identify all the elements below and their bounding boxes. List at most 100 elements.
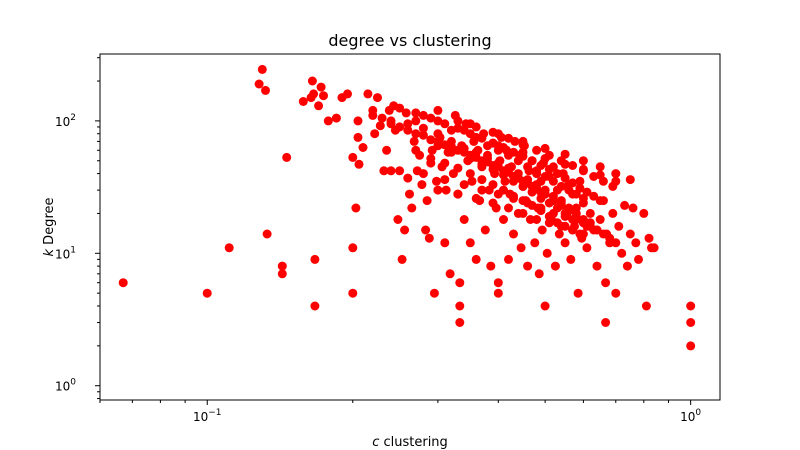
data-point	[373, 93, 382, 103]
data-point	[411, 116, 421, 126]
data-points	[118, 64, 696, 351]
data-point	[453, 189, 463, 199]
data-point	[348, 288, 358, 298]
data-point	[504, 133, 513, 143]
data-point	[459, 215, 469, 224]
data-point	[277, 261, 287, 271]
data-point	[224, 243, 234, 253]
data-point	[518, 147, 528, 157]
y-axis-ticks: 100 101 102	[55, 57, 100, 400]
data-point	[493, 162, 503, 172]
data-point	[568, 225, 578, 235]
data-point	[445, 269, 455, 279]
data-point	[433, 129, 443, 139]
data-point	[540, 301, 550, 311]
data-point	[418, 169, 428, 179]
data-point	[368, 110, 378, 120]
data-point	[608, 208, 618, 218]
data-point	[582, 243, 592, 253]
data-point	[202, 288, 212, 298]
data-point	[277, 269, 287, 279]
data-point	[625, 229, 635, 239]
data-point	[537, 225, 547, 235]
data-point	[331, 113, 341, 123]
data-point	[518, 208, 528, 218]
data-point	[348, 243, 358, 253]
data-point	[622, 261, 632, 271]
data-point	[400, 225, 410, 235]
data-point	[363, 89, 373, 99]
data-point	[379, 166, 389, 176]
data-point	[465, 119, 475, 129]
data-point	[634, 254, 643, 264]
data-point	[395, 166, 405, 176]
data-point	[440, 238, 450, 248]
data-point	[411, 145, 421, 155]
data-point	[644, 233, 654, 243]
data-point	[649, 243, 659, 253]
data-point	[477, 133, 487, 143]
data-point	[409, 136, 419, 146]
data-point	[453, 123, 463, 133]
data-point	[573, 288, 583, 298]
data-point	[611, 169, 621, 179]
data-point	[323, 116, 333, 126]
data-point	[262, 229, 272, 239]
data-point	[631, 238, 641, 248]
data-point	[639, 208, 649, 218]
data-point	[486, 261, 496, 271]
data-point	[426, 113, 436, 123]
data-point	[548, 176, 558, 186]
x-axis-label-rest: clustering	[379, 435, 447, 450]
data-point	[307, 76, 317, 86]
data-point	[310, 254, 320, 264]
data-point	[493, 141, 503, 151]
y-axis-label-var: k	[42, 248, 57, 256]
data-point	[578, 229, 588, 239]
data-point	[592, 261, 602, 271]
data-point	[417, 180, 427, 190]
data-point	[554, 229, 564, 239]
x-axis-ticks: 10−1 100	[99, 400, 701, 424]
data-point	[488, 180, 498, 190]
data-point	[298, 97, 308, 106]
data-point	[530, 238, 540, 248]
data-point	[582, 187, 592, 197]
data-point	[465, 238, 475, 248]
data-point	[405, 189, 414, 199]
data-point	[544, 218, 554, 228]
data-point	[455, 318, 465, 327]
data-point	[556, 221, 566, 231]
data-point	[477, 185, 487, 195]
data-point	[493, 189, 503, 199]
data-point	[316, 82, 326, 92]
data-point	[309, 89, 319, 99]
data-point	[403, 125, 413, 135]
data-point	[686, 301, 696, 311]
data-point	[536, 161, 546, 170]
data-point	[375, 121, 385, 131]
data-point	[620, 200, 630, 210]
data-point	[488, 198, 498, 208]
data-point	[421, 225, 431, 235]
data-point	[403, 119, 413, 129]
data-point	[578, 156, 588, 166]
data-point	[493, 278, 503, 288]
data-point	[540, 143, 550, 153]
data-point	[455, 278, 465, 288]
data-point	[314, 101, 324, 111]
data-point	[518, 136, 528, 146]
y-tick-label: 100	[55, 378, 76, 394]
data-point	[353, 132, 363, 142]
data-point	[571, 215, 581, 224]
data-point	[407, 203, 417, 213]
data-point	[552, 169, 562, 179]
data-point	[440, 158, 450, 168]
data-point	[575, 176, 585, 186]
data-point	[544, 164, 554, 174]
data-point	[578, 164, 588, 174]
data-point	[527, 156, 537, 166]
data-point	[589, 191, 599, 201]
y-axis-label: k Degree	[42, 198, 57, 257]
data-point	[601, 278, 611, 288]
